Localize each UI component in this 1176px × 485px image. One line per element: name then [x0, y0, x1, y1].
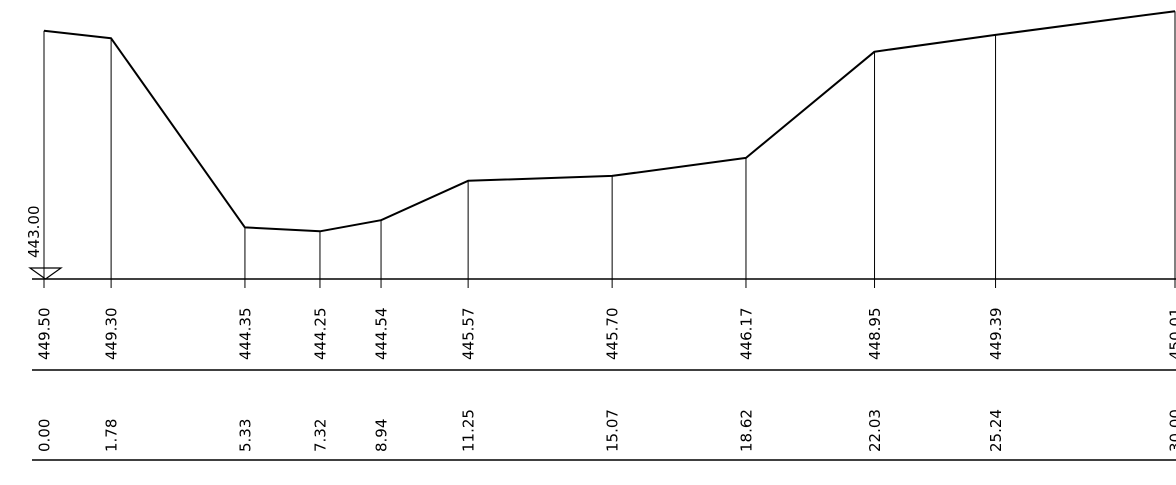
distance-label: 1.78 [103, 419, 121, 452]
elevation-label: 449.50 [36, 308, 54, 361]
distance-row: 0.00 1.78 5.33 7.32 8.94 11.25 15.07 18.62 22.03… [36, 409, 1176, 452]
elevation-row: 449.50 449.30 444.35 444.25 444.54 445.57 445.… [36, 308, 1176, 361]
distance-label: 0.00 [36, 419, 54, 452]
elevation-label: 445.57 [460, 308, 478, 361]
elevation-label: 444.35 [236, 308, 254, 361]
elevation-label: 449.39 [987, 308, 1005, 361]
distance-label: 8.94 [373, 419, 391, 452]
ground-profile-line [43, 10, 1176, 233]
distance-label: 18.62 [738, 409, 756, 452]
datum-marker: 443.00 [25, 206, 63, 280]
datum-elevation-label: 443.00 [25, 206, 43, 259]
elevation-label: 444.54 [373, 308, 391, 361]
elevation-label: 444.25 [312, 308, 330, 361]
elevation-label: 446.17 [738, 308, 756, 361]
distance-label: 22.03 [866, 409, 884, 452]
distance-label: 15.07 [604, 409, 622, 452]
elevation-label: 448.95 [866, 308, 884, 361]
elevation-label: 445.70 [604, 308, 622, 361]
distance-label: 7.32 [312, 419, 330, 452]
elevation-label: 449.30 [103, 308, 121, 361]
station-lines [43, 11, 1176, 288]
distance-label: 5.33 [236, 419, 254, 452]
table-rules [32, 278, 1176, 461]
distance-label: 25.24 [987, 409, 1005, 452]
elevation-label: 450.01 [1167, 308, 1176, 361]
distance-label: 11.25 [460, 409, 478, 452]
distance-label: 30.00 [1167, 409, 1176, 452]
datum-triangle-icon [28, 267, 63, 280]
